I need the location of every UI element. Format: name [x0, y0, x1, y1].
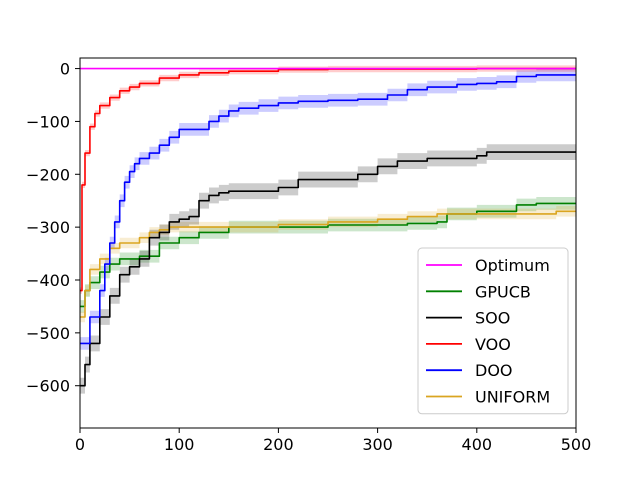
y-tick-label: −300 [26, 218, 70, 237]
legend: Optimum GPUCB SOO VOO DOO UNIFORM [417, 247, 569, 415]
x-tick-label: 300 [362, 435, 393, 454]
y-tick-label: −200 [26, 165, 70, 184]
legend-label-doo: DOO [475, 361, 513, 380]
legend-label-voo: VOO [475, 335, 511, 354]
y-tick-label: 0 [60, 60, 70, 79]
series-lines [80, 67, 576, 387]
band-soo [80, 144, 576, 394]
x-tick-label: 500 [561, 435, 592, 454]
legend-label-uniform: UNIFORM [475, 388, 550, 407]
series-line-doo [80, 74, 576, 345]
x-tick-label: 100 [164, 435, 195, 454]
y-tick-label: −500 [26, 324, 70, 343]
legend-label-gpucb: GPUCB [475, 282, 531, 301]
band-gpucb [80, 197, 576, 313]
y-tick-label: −400 [26, 271, 70, 290]
legend-label-soo: SOO [475, 309, 510, 328]
series-line-voo [80, 67, 576, 292]
x-axis: 0 100 200 300 400 500 [75, 428, 591, 454]
legend-box [417, 247, 569, 415]
x-tick-label: 200 [263, 435, 294, 454]
y-tick-label: −600 [26, 377, 70, 396]
x-tick-label: 0 [75, 435, 85, 454]
band-uniform [80, 206, 576, 323]
series-line-soo [80, 151, 576, 387]
y-tick-label: −100 [26, 112, 70, 131]
legend-label-optimum: Optimum [475, 256, 550, 275]
x-tick-label: 400 [462, 435, 493, 454]
y-axis: 0 −100 −200 −300 −400 −500 −600 [26, 60, 80, 396]
plot-frame [79, 57, 577, 429]
